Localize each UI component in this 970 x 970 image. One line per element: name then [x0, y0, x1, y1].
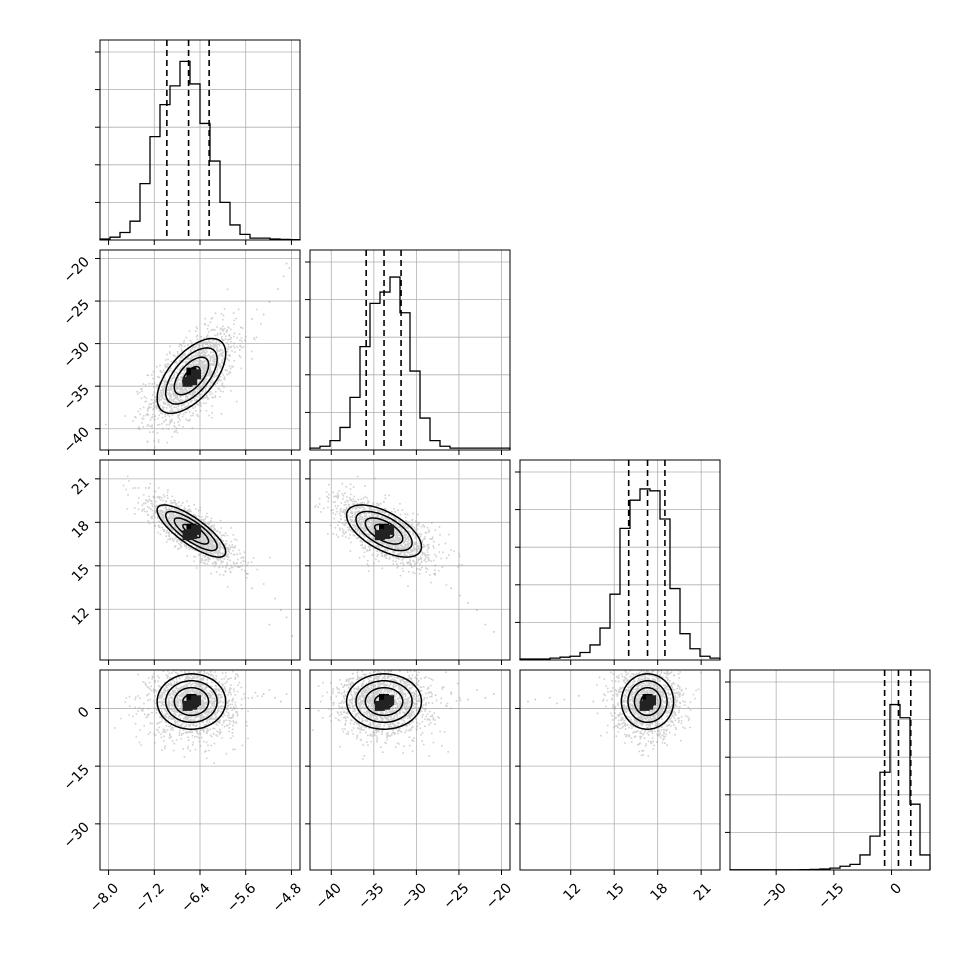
density-core-cell	[187, 375, 198, 386]
contour-level-3	[627, 680, 668, 724]
histogram-step-2	[519, 488, 721, 660]
scatter-contents	[527, 670, 702, 757]
y-tick-label: −30	[61, 819, 93, 851]
density-core-cell	[374, 700, 385, 711]
contour-level-4	[345, 673, 423, 730]
density-core-cell	[187, 699, 198, 710]
scatter-panel-1-0	[95, 249, 301, 455]
contour-level-3	[164, 680, 218, 724]
x-tick-label: −20	[483, 880, 515, 912]
density-core-cell	[379, 694, 390, 705]
x-tick-label: −15	[815, 880, 847, 912]
panel-frame	[519, 459, 721, 661]
contour-level-4	[620, 673, 675, 730]
scatter-outliers	[450, 689, 495, 701]
contour-level-3	[355, 680, 413, 724]
density-core-cell	[374, 530, 385, 541]
scatter-contents	[114, 670, 288, 764]
contour-level-2	[364, 686, 404, 717]
y-tick-label: −35	[61, 382, 93, 414]
scatter-contents	[310, 670, 495, 760]
panel-frame	[99, 459, 301, 661]
x-tick-label: −4.8	[270, 880, 305, 915]
y-tick-label: 12	[69, 605, 93, 629]
scatter-outliers	[527, 695, 595, 705]
panel-frame	[99, 669, 301, 871]
x-tick-label: −8.0	[87, 880, 122, 915]
y-tick-label: 15	[69, 561, 93, 585]
contour-level-4	[156, 673, 227, 730]
panel-frame	[519, 669, 721, 871]
y-tick-label: −20	[61, 254, 93, 286]
density-core-cell	[379, 523, 390, 534]
scatter-outliers	[222, 262, 291, 341]
histogram-step-0	[99, 60, 301, 241]
scatter-points	[114, 670, 263, 764]
hist-panel-2	[515, 459, 721, 665]
contour-level-4	[156, 504, 227, 558]
hist-panel-1	[305, 249, 511, 455]
scatter-panel-2-0	[95, 459, 301, 665]
x-tick-label: −30	[398, 880, 430, 912]
scatter-panel-3-1	[305, 669, 511, 875]
x-tick-label: −25	[440, 880, 472, 912]
x-tick-label: 21	[691, 880, 715, 904]
y-tick-label: −15	[61, 762, 93, 794]
x-tick-label: −5.6	[224, 880, 259, 915]
contour-level-3	[164, 510, 218, 552]
y-tick-label: 18	[69, 518, 93, 542]
x-tick-label: 15	[604, 880, 628, 904]
panel-frame	[309, 249, 511, 451]
x-tick-label: 0	[888, 880, 906, 898]
histogram-step-1	[309, 276, 511, 450]
y-tick-label: 21	[69, 474, 93, 498]
contour-level-2	[364, 517, 404, 545]
contour-level-4	[345, 504, 423, 558]
histogram-step-3	[729, 703, 931, 871]
density-core-cell	[379, 699, 390, 710]
x-tick-label: −35	[355, 880, 387, 912]
x-tick-label: 12	[560, 880, 584, 904]
y-tick-label: 0	[75, 704, 93, 722]
panel-frame	[729, 669, 931, 871]
density-core-cell	[187, 528, 198, 539]
y-tick-label: −30	[61, 339, 93, 371]
panel-frame	[99, 39, 301, 241]
scatter-points	[310, 670, 462, 760]
y-tick-label: −40	[61, 424, 93, 456]
contour-level-3	[164, 347, 218, 405]
scatter-outliers	[245, 573, 293, 637]
scatter-outliers	[433, 573, 495, 633]
scatter-points	[595, 670, 702, 757]
scatter-panel-3-2	[515, 669, 721, 875]
panel-frame	[99, 249, 301, 451]
x-tick-label: 18	[647, 880, 671, 904]
hist-panel-3	[725, 669, 931, 875]
contour-level-3	[355, 510, 413, 552]
x-tick-label: −30	[758, 880, 790, 912]
scatter-panel-2-1	[305, 459, 511, 665]
contour-level-2	[633, 686, 662, 717]
hist-panel-0	[95, 39, 301, 245]
panel-frame	[309, 669, 511, 871]
contour-level-2	[173, 686, 210, 717]
y-tick-label: −25	[61, 297, 93, 329]
density-core-cell	[643, 699, 654, 710]
contour-level-4	[156, 337, 227, 415]
scatter-contents	[122, 475, 293, 637]
scatter-panel-3-0	[95, 669, 301, 875]
panel-frame	[309, 459, 511, 661]
density-core-cell	[191, 369, 202, 380]
density-core-cell	[379, 528, 390, 539]
scatter-contents	[104, 262, 291, 450]
contour-level-2	[173, 356, 210, 396]
scatter-contents	[310, 471, 495, 633]
x-tick-label: −6.4	[178, 880, 213, 915]
x-tick-label: −40	[313, 880, 345, 912]
x-tick-label: −7.2	[133, 880, 168, 915]
